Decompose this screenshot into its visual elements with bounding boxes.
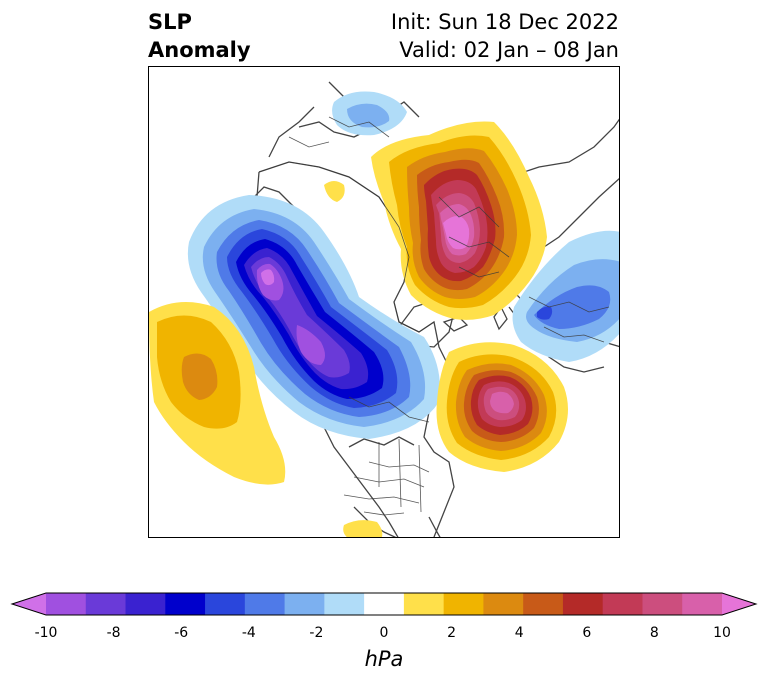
title-line-2: Anomaly <box>148 38 251 62</box>
colorbar-tick-label: -6 <box>174 625 189 641</box>
positive-anomaly-minor <box>324 181 383 537</box>
colorbar-cell <box>244 593 286 615</box>
positive-anomaly-subtropical-pacific <box>149 302 286 485</box>
colorbar-unit-label: hPa <box>364 647 404 671</box>
map-panel <box>148 66 620 538</box>
colorbar-tick-label: -2 <box>309 625 324 641</box>
colorbar-cell <box>324 593 365 615</box>
colorbar-cell <box>46 593 87 615</box>
title-line-1: SLP <box>148 10 192 34</box>
colorbar-cell <box>523 593 564 615</box>
colorbar-cell <box>205 593 246 615</box>
colorbar-cell <box>483 593 524 615</box>
colorbar-tick-label: 10 <box>713 625 731 641</box>
forecast-info: Init: Sun 18 Dec 2022 Valid: 02 Jan – 08… <box>391 8 619 64</box>
colorbar-cell <box>165 593 206 615</box>
negative-anomaly-asia <box>332 91 407 136</box>
negative-anomaly-pacific <box>187 195 440 439</box>
negative-anomaly-europe <box>512 230 619 362</box>
colorbar-tick-label: 6 <box>582 625 592 641</box>
colorbar-tick-label: -4 <box>241 625 256 641</box>
colorbar-extend-min <box>12 593 46 615</box>
colorbar-cell <box>642 593 683 615</box>
colorbar-cell <box>85 593 127 615</box>
colorbar-cell <box>284 593 325 615</box>
slp-anomaly-map <box>149 81 619 537</box>
colorbar-tick-label: 4 <box>514 625 524 641</box>
colorbar-cell <box>602 593 643 615</box>
positive-anomaly-arctic <box>371 121 547 320</box>
colorbar-outline <box>10 592 758 616</box>
map-title: SLP Anomaly <box>148 8 251 64</box>
colorbar-cell <box>562 593 604 615</box>
colorbar-tick-label: -10 <box>34 625 58 641</box>
colorbar-tick-label: -8 <box>106 625 121 641</box>
colorbar-cell <box>364 593 405 615</box>
colorbar <box>10 592 758 616</box>
country-borders <box>258 116 610 516</box>
colorbar-cell <box>443 593 484 615</box>
colorbar-extend-max <box>722 593 756 615</box>
colorbar-cell <box>682 593 723 615</box>
valid-range: Valid: 02 Jan – 08 Jan <box>399 38 619 62</box>
positive-anomaly-atlantic <box>436 342 568 472</box>
colorbar-cell <box>125 593 166 615</box>
colorbar-cell <box>403 593 445 615</box>
colorbar-tick-label: 8 <box>649 625 659 641</box>
colorbar-tick-label: 0 <box>379 625 389 641</box>
colorbar-tick-label: 2 <box>447 625 457 641</box>
init-date: Init: Sun 18 Dec 2022 <box>390 10 619 34</box>
